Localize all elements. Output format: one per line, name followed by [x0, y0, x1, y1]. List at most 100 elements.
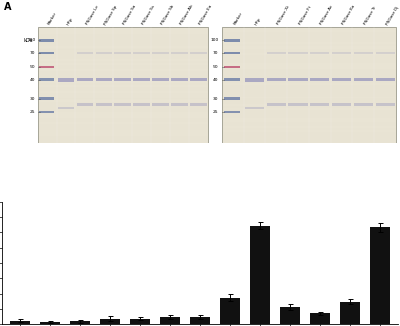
Bar: [267, 52, 286, 54]
Bar: [152, 103, 169, 106]
Bar: [310, 52, 329, 54]
Bar: [114, 52, 131, 54]
Bar: [310, 313, 330, 324]
Text: Marker: Marker: [47, 11, 58, 25]
Text: PNGase Sp: PNGase Sp: [104, 4, 118, 25]
Text: 100: 100: [210, 38, 219, 42]
Bar: [222, 27, 396, 142]
Bar: [332, 52, 351, 54]
Bar: [288, 52, 308, 54]
Bar: [58, 107, 74, 110]
Bar: [288, 103, 308, 106]
Text: kDa: kDa: [23, 38, 33, 43]
Bar: [58, 78, 74, 82]
Bar: [370, 227, 390, 324]
Bar: [220, 298, 240, 324]
Text: PNGase Ft: PNGase Ft: [298, 5, 312, 25]
Bar: [160, 317, 180, 324]
Bar: [39, 66, 54, 68]
Text: HRp: HRp: [254, 16, 262, 25]
Text: PNGase Xt: PNGase Xt: [276, 5, 290, 25]
Text: 70: 70: [30, 51, 36, 55]
Bar: [190, 103, 207, 106]
Bar: [130, 319, 150, 324]
Text: PNGase Tr: PNGase Tr: [363, 6, 377, 25]
Bar: [224, 78, 240, 81]
Bar: [40, 322, 60, 324]
Bar: [114, 103, 131, 106]
Bar: [39, 97, 54, 100]
Text: Marker: Marker: [233, 11, 243, 25]
Bar: [190, 52, 207, 54]
Bar: [280, 307, 300, 324]
Bar: [100, 319, 120, 324]
Bar: [224, 66, 240, 68]
Text: 50: 50: [30, 65, 36, 69]
Bar: [354, 103, 373, 106]
Text: 100: 100: [28, 38, 36, 42]
Bar: [96, 78, 112, 82]
Bar: [70, 321, 90, 324]
Bar: [190, 317, 210, 324]
Bar: [332, 78, 351, 82]
Bar: [354, 52, 373, 54]
Bar: [96, 103, 112, 106]
Bar: [310, 78, 329, 82]
Text: HRp: HRp: [66, 16, 74, 25]
Text: 25: 25: [30, 110, 36, 114]
Text: PNGase Ss: PNGase Ss: [142, 5, 156, 25]
Bar: [152, 78, 169, 82]
Text: 30: 30: [213, 96, 219, 101]
Bar: [39, 78, 54, 81]
Bar: [171, 78, 188, 82]
Bar: [376, 103, 395, 106]
Text: PNGase Le: PNGase Le: [85, 5, 99, 25]
Text: 30: 30: [30, 96, 36, 101]
Text: 40: 40: [213, 78, 219, 82]
Bar: [224, 97, 240, 100]
Bar: [190, 78, 207, 82]
Bar: [340, 302, 360, 324]
Bar: [171, 103, 188, 106]
Text: PNGase Sa: PNGase Sa: [123, 4, 137, 25]
Text: PNGase Sb: PNGase Sb: [161, 4, 175, 25]
Text: A: A: [4, 2, 12, 12]
Text: PNGase Ea: PNGase Ea: [198, 4, 213, 25]
Bar: [96, 52, 112, 54]
Bar: [332, 103, 351, 106]
Bar: [376, 52, 395, 54]
Bar: [376, 78, 395, 82]
Bar: [152, 52, 169, 54]
Text: PNGase Ka: PNGase Ka: [342, 5, 356, 25]
Bar: [77, 52, 93, 54]
Bar: [224, 111, 240, 113]
Bar: [245, 78, 264, 82]
Text: 70: 70: [213, 51, 219, 55]
Bar: [354, 78, 373, 82]
Bar: [133, 103, 150, 106]
Bar: [114, 78, 131, 82]
Bar: [310, 103, 329, 106]
Bar: [77, 78, 93, 82]
Text: 50: 50: [213, 65, 219, 69]
Bar: [224, 39, 240, 41]
Bar: [250, 226, 270, 324]
Bar: [171, 52, 188, 54]
Text: PNGase Ac: PNGase Ac: [320, 5, 334, 25]
Bar: [77, 103, 93, 106]
Bar: [267, 103, 286, 106]
Text: 25: 25: [213, 110, 219, 114]
Bar: [38, 27, 208, 142]
Bar: [10, 320, 30, 324]
Bar: [133, 78, 150, 82]
Bar: [224, 52, 240, 54]
Bar: [288, 78, 308, 82]
Bar: [39, 111, 54, 113]
Bar: [39, 52, 54, 54]
Bar: [245, 107, 264, 110]
Bar: [133, 52, 150, 54]
Text: PNGase Ab: PNGase Ab: [180, 4, 194, 25]
Text: PNGase Dj: PNGase Dj: [385, 5, 399, 25]
Bar: [39, 39, 54, 41]
Bar: [267, 78, 286, 82]
